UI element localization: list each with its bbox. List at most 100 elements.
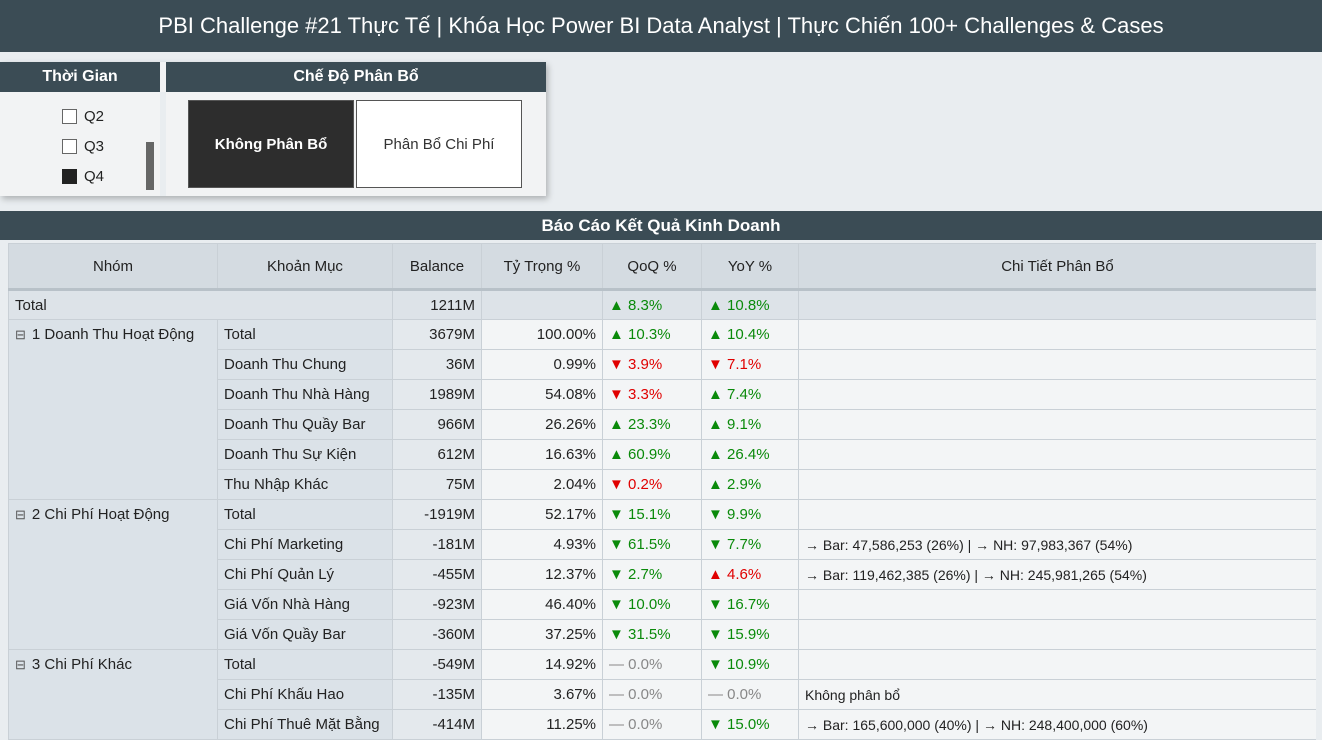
yoy-cell: ▼ 7.7% bbox=[701, 529, 799, 560]
column-header: QoQ % bbox=[602, 243, 702, 291]
column-header: Nhóm bbox=[8, 243, 218, 291]
yoy-cell: ▲ 7.4% bbox=[701, 379, 799, 410]
data-row: Chi Phí Thuê Mặt Bằng -414M 11.25% — 0.0% ▼ … bbox=[9, 709, 1316, 740]
balance-cell: 3679M bbox=[392, 319, 482, 350]
balance-cell: 1989M bbox=[392, 379, 482, 410]
yoy-cell: ▼ 15.0% bbox=[701, 709, 799, 740]
detail-cell bbox=[798, 439, 1316, 470]
column-header: Balance bbox=[392, 243, 482, 291]
yoy-cell: — 0.0% bbox=[701, 679, 799, 710]
item-cell: Thu Nhập Khác bbox=[217, 469, 393, 500]
data-row: ⊟ 1 Doanh Thu Hoạt Động Total 3679M 100.00% ▲… bbox=[8, 319, 1316, 500]
option-label: Q2 bbox=[84, 108, 105, 125]
collapse-toggle[interactable]: ⊟ bbox=[15, 507, 26, 522]
checkbox[interactable] bbox=[62, 109, 77, 124]
yoy-cell: ▲ 4.6% bbox=[701, 559, 799, 590]
yoy-cell: ▼ 7.1% bbox=[701, 349, 799, 380]
detail-cell: Không phân bổ bbox=[798, 679, 1316, 710]
qoq-cell: ▼ 3.3% bbox=[602, 379, 702, 410]
mode-button[interactable]: Không Phân Bổ bbox=[188, 100, 354, 188]
slicer-panel: Thời Gian Chế Độ Phân Bổ Q2 Q3 Q4 Không Ph… bbox=[0, 62, 546, 196]
balance-cell: 966M bbox=[392, 409, 482, 440]
collapse-toggle[interactable]: ⊟ bbox=[15, 327, 26, 342]
share-cell: 2.04% bbox=[481, 469, 603, 500]
yoy-cell: ▲ 9.1% bbox=[701, 409, 799, 440]
item-cell: Doanh Thu Quầy Bar bbox=[217, 409, 393, 440]
group-cell: ⊟ 3 Chi Phí Khác bbox=[8, 649, 218, 740]
qoq-cell: — 0.0% bbox=[602, 679, 702, 710]
data-row: Chi Phí Khấu Hao -135M 3.67% — 0.0% — 0.0% Kh… bbox=[9, 679, 1316, 710]
yoy-cell: ▼ 9.9% bbox=[701, 499, 799, 530]
group-name: 1 Doanh Thu Hoạt Động bbox=[31, 326, 195, 343]
qoq-cell: ▼ 0.2% bbox=[602, 469, 702, 500]
balance-cell: 612M bbox=[392, 439, 482, 470]
separator bbox=[160, 92, 166, 196]
data-row: ⊟ 3 Chi Phí Khác Total -549M 14.92% — 0.0% ▼ 1… bbox=[8, 649, 1316, 740]
balance-cell: -455M bbox=[392, 559, 482, 590]
scrollbar[interactable] bbox=[146, 142, 154, 190]
item-cell: Chi Phí Quản Lý bbox=[217, 559, 393, 590]
share-cell: 37.25% bbox=[481, 619, 603, 650]
share-cell: 54.08% bbox=[481, 379, 603, 410]
slicer-option[interactable]: Q2 bbox=[62, 108, 104, 125]
detail-cell bbox=[798, 319, 1316, 350]
group-name: 3 Chi Phí Khác bbox=[31, 656, 132, 673]
share-cell: 26.26% bbox=[481, 409, 603, 440]
detail-cell bbox=[798, 409, 1316, 440]
share-cell bbox=[481, 289, 603, 320]
share-cell: 16.63% bbox=[481, 439, 603, 470]
data-row: Doanh Thu Sự Kiện 612M 16.63% ▲ 60.9% ▲ 26.4… bbox=[9, 439, 1316, 470]
detail-cell bbox=[798, 619, 1316, 650]
qoq-cell: ▼ 10.0% bbox=[602, 589, 702, 620]
data-row: ⊟ 2 Chi Phí Hoạt Động Total -1919M 52.17% ▼ 1… bbox=[8, 499, 1316, 650]
detail-cell bbox=[798, 349, 1316, 380]
item-cell: Chi Phí Thuê Mặt Bằng bbox=[217, 709, 393, 740]
page-title: PBI Challenge #21 Thực Tế | Khóa Học Pow… bbox=[0, 0, 1322, 52]
detail-cell bbox=[798, 499, 1316, 530]
qoq-cell: ▼ 61.5% bbox=[602, 529, 702, 560]
data-row: Doanh Thu Chung 36M 0.99% ▼ 3.9% ▼ 7.1% bbox=[9, 349, 1316, 380]
collapse-toggle[interactable]: ⊟ bbox=[15, 657, 26, 672]
detail-cell: → Bar: 165,600,000 (40%) | → NH: 248,400… bbox=[798, 709, 1316, 740]
qoq-cell: ▲ 10.3% bbox=[602, 319, 702, 350]
balance-cell: -181M bbox=[392, 529, 482, 560]
balance-cell: 75M bbox=[392, 469, 482, 500]
mode-button[interactable]: Phân Bổ Chi Phí bbox=[356, 100, 522, 188]
column-header: Khoản Mục bbox=[217, 243, 393, 291]
detail-cell: → Bar: 47,586,253 (26%) | → NH: 97,983,3… bbox=[798, 529, 1316, 560]
data-row: Giá Vốn Quầy Bar -360M 37.25% ▼ 31.5% ▼ 15.9… bbox=[9, 619, 1316, 650]
balance-cell: -135M bbox=[392, 679, 482, 710]
item-cell: Doanh Thu Sự Kiện bbox=[217, 439, 393, 470]
matrix-table: Nhóm Khoản Mục Balance Tỷ Trọng % QoQ % YoY %… bbox=[8, 243, 1316, 740]
detail-cell bbox=[798, 289, 1316, 320]
item-cell: Total bbox=[217, 499, 393, 530]
item-cell: Doanh Thu Chung bbox=[217, 349, 393, 380]
slicer-option[interactable]: Q3 bbox=[62, 138, 104, 155]
total-row: Total 1211M ▲ 8.3% ▲ 10.8% bbox=[8, 289, 1316, 320]
balance-cell: 1211M bbox=[392, 289, 482, 320]
data-row: Doanh Thu Nhà Hàng 1989M 54.08% ▼ 3.3% ▲ 7.4… bbox=[9, 379, 1316, 410]
qoq-cell: ▼ 31.5% bbox=[602, 619, 702, 650]
detail-cell: → Bar: 119,462,385 (26%) | → NH: 245,981… bbox=[798, 559, 1316, 590]
slicer-title: Thời Gian bbox=[0, 62, 160, 92]
yoy-cell: ▲ 2.9% bbox=[701, 469, 799, 500]
item-cell: Giá Vốn Nhà Hàng bbox=[217, 589, 393, 620]
checkbox[interactable] bbox=[62, 139, 77, 154]
share-cell: 12.37% bbox=[481, 559, 603, 590]
share-cell: 4.93% bbox=[481, 529, 603, 560]
balance-cell: 36M bbox=[392, 349, 482, 380]
checkbox[interactable] bbox=[62, 169, 77, 184]
qoq-cell: ▲ 8.3% bbox=[602, 289, 702, 320]
slicer-option[interactable]: Q4 bbox=[62, 168, 104, 185]
group-cell: ⊟ 2 Chi Phí Hoạt Động bbox=[8, 499, 218, 650]
group-cell: ⊟ 1 Doanh Thu Hoạt Động bbox=[8, 319, 218, 500]
column-header: Chi Tiết Phân Bổ bbox=[798, 243, 1316, 291]
item-cell: Chi Phí Khấu Hao bbox=[217, 679, 393, 710]
qoq-cell: ▼ 3.9% bbox=[602, 349, 702, 380]
data-row: Chi Phí Quản Lý -455M 12.37% ▼ 2.7% ▲ 4.6% → … bbox=[9, 559, 1316, 590]
yoy-cell: ▼ 10.9% bbox=[701, 649, 799, 680]
share-cell: 0.99% bbox=[481, 349, 603, 380]
item-cell: Total bbox=[217, 649, 393, 680]
header-row: Nhóm Khoản Mục Balance Tỷ Trọng % QoQ % YoY %… bbox=[8, 243, 1316, 291]
